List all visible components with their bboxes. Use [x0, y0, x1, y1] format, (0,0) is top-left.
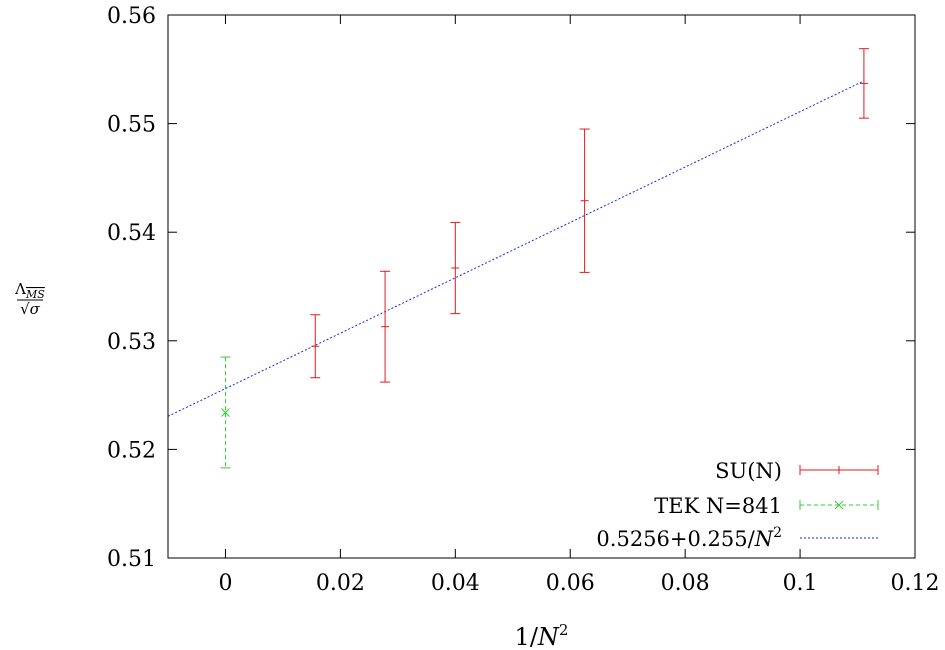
x-tick-label: 0.04 [431, 571, 480, 596]
y-axis-title-sub: MS [25, 288, 45, 301]
su-n-point [450, 221, 461, 315]
x-axis-title-prefix: 1/ [515, 623, 539, 650]
y-axis-title: ΛMS √σ [14, 280, 45, 318]
y-tick-label: 0.53 [107, 330, 156, 355]
y-tick-label: 0.51 [107, 547, 156, 572]
y-axis-title-sqrt: √ [20, 300, 30, 318]
legend: SU(N) TEK N=841 0.5256+0.255/N2 [596, 459, 879, 551]
legend-label-fit-text: 0.5256+0.255/ [596, 527, 755, 551]
legend-swatch-tek [799, 500, 879, 510]
y-tick-label: 0.52 [107, 438, 156, 463]
legend-label-fit: 0.5256+0.255/N2 [596, 525, 782, 551]
fit-line [167, 80, 865, 417]
legend-swatch-marker [834, 500, 844, 510]
y-axis-title-lambda: Λ [14, 280, 26, 298]
svg-text:1/N2: 1/N2 [515, 621, 569, 650]
x-tick-label: 0 [218, 571, 232, 596]
point-marker [221, 408, 230, 417]
y-tick-label: 0.55 [107, 113, 156, 138]
x-tick-label: 0.08 [661, 571, 710, 596]
plot-frame [167, 14, 916, 559]
legend-label-fit-sup: 2 [773, 525, 782, 541]
su-n-point [858, 48, 869, 119]
legend-item-su-n: SU(N) [715, 459, 879, 483]
su-n-point [310, 314, 321, 379]
svg-text:ΛMS: ΛMS [14, 280, 45, 301]
y-tick-label: 0.56 [107, 4, 156, 29]
svg-text:√σ: √σ [20, 300, 41, 318]
legend-swatch-su-n [799, 465, 879, 475]
x-tick-label: 0.06 [546, 571, 595, 596]
x-tick-label: 0.1 [783, 571, 818, 596]
legend-label-fit-var: N [754, 527, 774, 551]
y-tick-label: 0.54 [107, 221, 156, 246]
su-n-point [579, 128, 590, 273]
tek-point [220, 356, 231, 469]
legend-item-fit: 0.5256+0.255/N2 [596, 525, 878, 551]
x-axis-title-var: N [537, 623, 560, 650]
fit-line-series [167, 80, 865, 417]
legend-item-tek: TEK N=841 [654, 494, 879, 518]
x-tick-label: 0.12 [891, 571, 940, 596]
legend-label-su-n: SU(N) [715, 459, 782, 483]
x-axis-title-sup: 2 [559, 621, 569, 639]
y-axis-title-sigma: σ [30, 300, 41, 318]
legend-label-tek: TEK N=841 [654, 494, 782, 518]
su-n-point [380, 270, 391, 383]
data-points [220, 48, 869, 469]
x-tick-label: 0.02 [316, 571, 365, 596]
axis-ticks: 0 0.02 0.04 0.06 0.08 0.1 0.12 0.51 0.52 0.53 0.54… [107, 4, 939, 596]
x-axis-title: 1/N2 [515, 621, 569, 650]
